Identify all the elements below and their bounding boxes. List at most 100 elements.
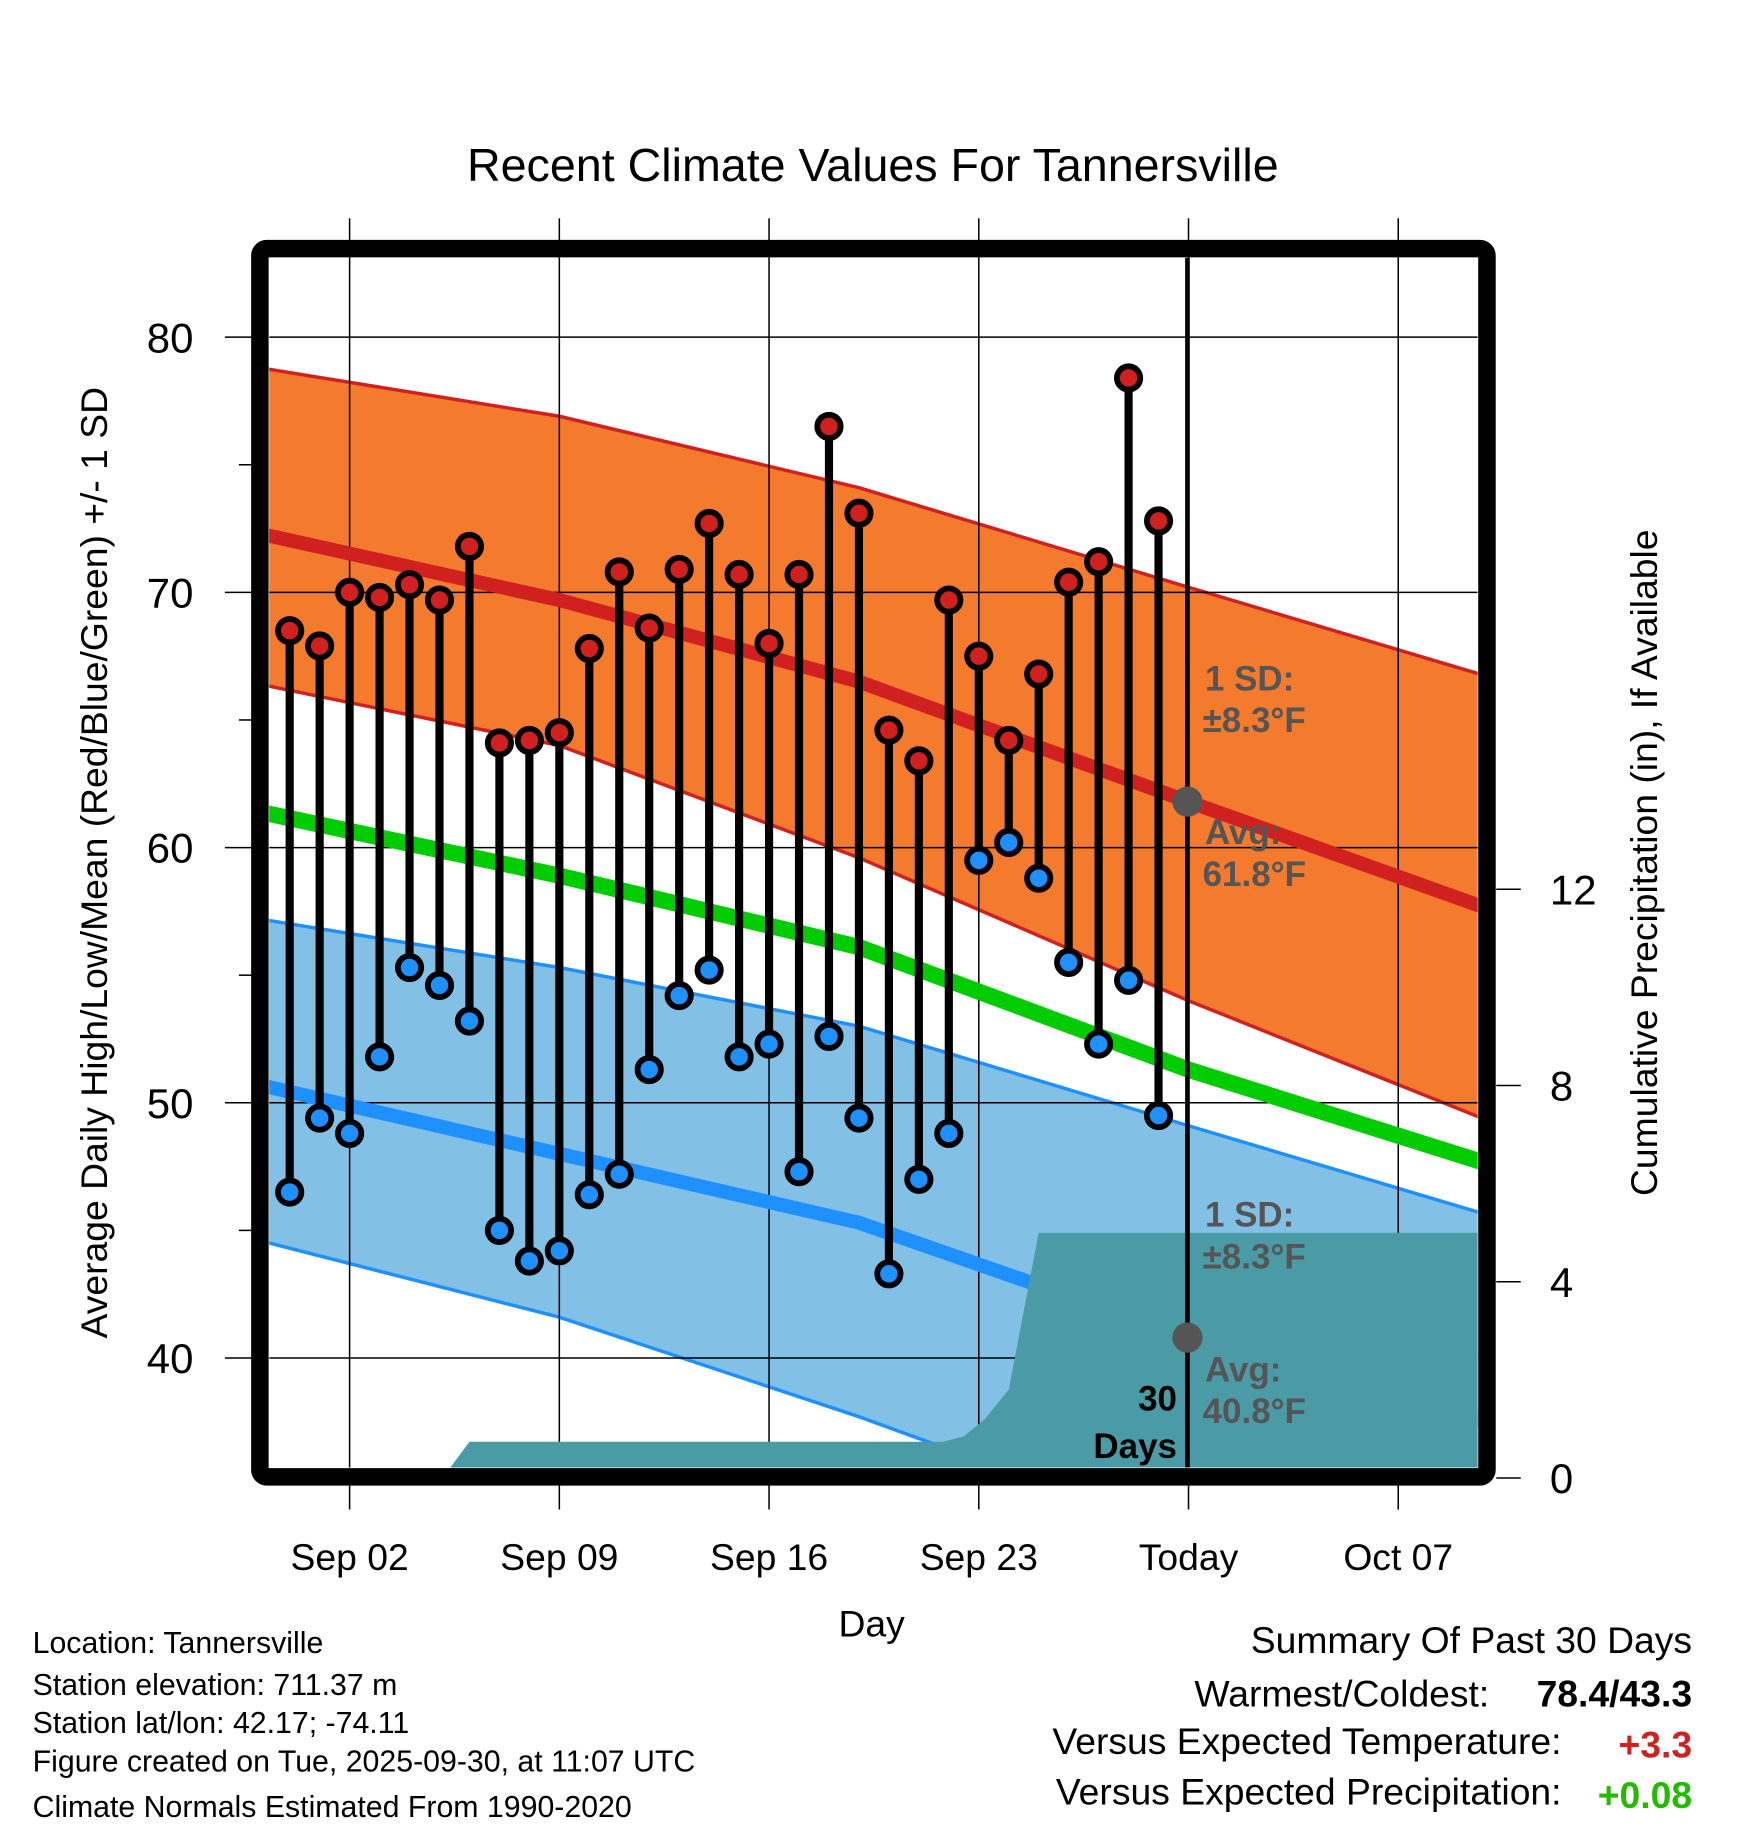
high-sd-label: 1 SD: [1205,659,1294,698]
footer-elevation: Station elevation: 711.37 m [33,1669,398,1702]
high-upper-sd-line [269,367,1478,676]
daily-high-point [634,613,664,643]
daily-low-point [844,1103,874,1133]
daily-high-point [994,725,1024,755]
daily-low-point [994,827,1024,858]
daily-low-point [754,1029,784,1059]
summary-panel: Summary Of Past 30 Days Warmest/Coldest:… [1052,1619,1692,1816]
precip-anomaly-label: Versus Expected Precipitation: [1056,1770,1562,1812]
daily-high-point [964,641,994,671]
daily-high-point [1084,547,1114,577]
low-avg-value: 40.8°F [1203,1392,1306,1431]
summary-title: Summary Of Past 30 Days [1251,1619,1692,1661]
low-avg-marker [1172,1322,1203,1353]
x-tick-label: Sep 16 [710,1536,828,1578]
x-axis-label: Day [839,1603,906,1645]
chart-title: Recent Climate Values For Tannersville [467,139,1279,191]
high-sd-band [269,369,1478,1117]
daily-low-point [814,1021,844,1051]
daily-low-point [1084,1029,1114,1059]
footer-created: Figure created on Tue, 2025-09-30, at 11… [33,1746,696,1779]
footer-info: Location: Tannersville Station elevation… [33,1627,696,1824]
daily-low-point [604,1159,634,1189]
daily-low-point [964,845,994,875]
x-tick-label: Sep 23 [920,1536,1038,1578]
high-avg-label: Avg: [1205,813,1281,852]
daily-high-point [1024,659,1054,689]
daily-low-point [1054,947,1084,977]
high-avg-marker [1172,786,1203,817]
high-avg-value: 61.8°F [1203,855,1306,894]
footer-normals: Climate Normals Estimated From 1990-2020 [33,1791,632,1824]
daily-high-point [544,718,574,748]
daily-low-point [365,1042,395,1072]
daily-low-point [454,1006,485,1036]
footer-latlon: Station lat/lon: 42.17; -74.11 [33,1707,410,1740]
temp-anomaly-value: +3.3 [1618,1724,1692,1766]
daily-low-point [335,1118,365,1148]
daily-high-point [664,554,694,584]
daily-high-point [1143,506,1174,536]
y2-tick-label: 8 [1550,1063,1573,1110]
daily-high-point [814,411,844,442]
y-tick-label: 80 [147,314,194,361]
temp-anomaly-label: Versus Expected Temperature: [1052,1720,1561,1762]
daily-low-point [904,1164,934,1194]
x-tick-label: Sep 09 [500,1536,618,1578]
daily-high-point [335,577,365,607]
daily-high-point [1114,363,1144,393]
daily-high-point [484,728,514,758]
daily-high-point [694,508,724,539]
daily-low-point [484,1215,514,1245]
daily-high-point [754,628,784,658]
y2-tick-label: 12 [1550,866,1597,913]
daily-low-point [694,955,724,985]
daily-high-point [604,557,634,587]
x-tick-label: Oct 07 [1343,1536,1453,1578]
daily-low-point [724,1042,754,1072]
daily-high-point [424,585,455,615]
daily-high-point [784,559,814,590]
high-sd-value: ±8.3°F [1203,701,1306,740]
daily-low-point [574,1180,604,1210]
x-tick-label: Sep 02 [291,1536,409,1578]
window-label-days: Days [1093,1427,1177,1466]
daily-low-point [634,1055,664,1085]
y-tick-label: 40 [147,1335,194,1382]
daily-high-point [305,631,335,661]
daily-low-point [514,1246,544,1276]
low-avg-label: Avg: [1205,1350,1281,1389]
y2-axis-label: Cumulative Precipitation (in), If Availa… [1623,529,1665,1196]
precip-anomaly-value: +0.08 [1598,1774,1692,1816]
y2-tick-label: 0 [1550,1455,1573,1502]
daily-high-point [574,633,604,664]
warmest-value: 78.4/43.3 [1537,1672,1692,1714]
daily-high-point [454,531,485,561]
daily-low-point [1143,1100,1174,1131]
daily-low-point [394,952,425,983]
y-axis-label: Average Daily High/Low/Mean (Red/Blue/Gr… [73,387,115,1338]
warmest-label: Warmest/Coldest: [1194,1672,1489,1714]
daily-low-point [275,1177,305,1207]
plot-frame [251,239,1496,1486]
cumulative-precip-area [450,1232,1478,1468]
daily-low-point [424,970,455,1000]
daily-high-point [394,570,425,600]
daily-low-point [784,1157,814,1187]
daily-low-point [305,1103,335,1133]
daily-high-point [904,746,934,776]
x-tick-label: Today [1139,1536,1239,1578]
daily-low-point [934,1118,964,1148]
daily-low-point [664,981,694,1011]
footer-location: Location: Tannersville [33,1627,324,1660]
window-label-number: 30 [1138,1379,1177,1418]
daily-high-point [514,725,544,755]
daily-low-point [1024,863,1054,893]
daily-low-point [874,1259,904,1289]
y-tick-label: 50 [147,1080,194,1127]
low-sd-value: ±8.3°F [1203,1237,1306,1276]
daily-high-point [275,616,305,646]
y2-tick-label: 4 [1550,1259,1573,1306]
y-tick-label: 70 [147,570,194,617]
